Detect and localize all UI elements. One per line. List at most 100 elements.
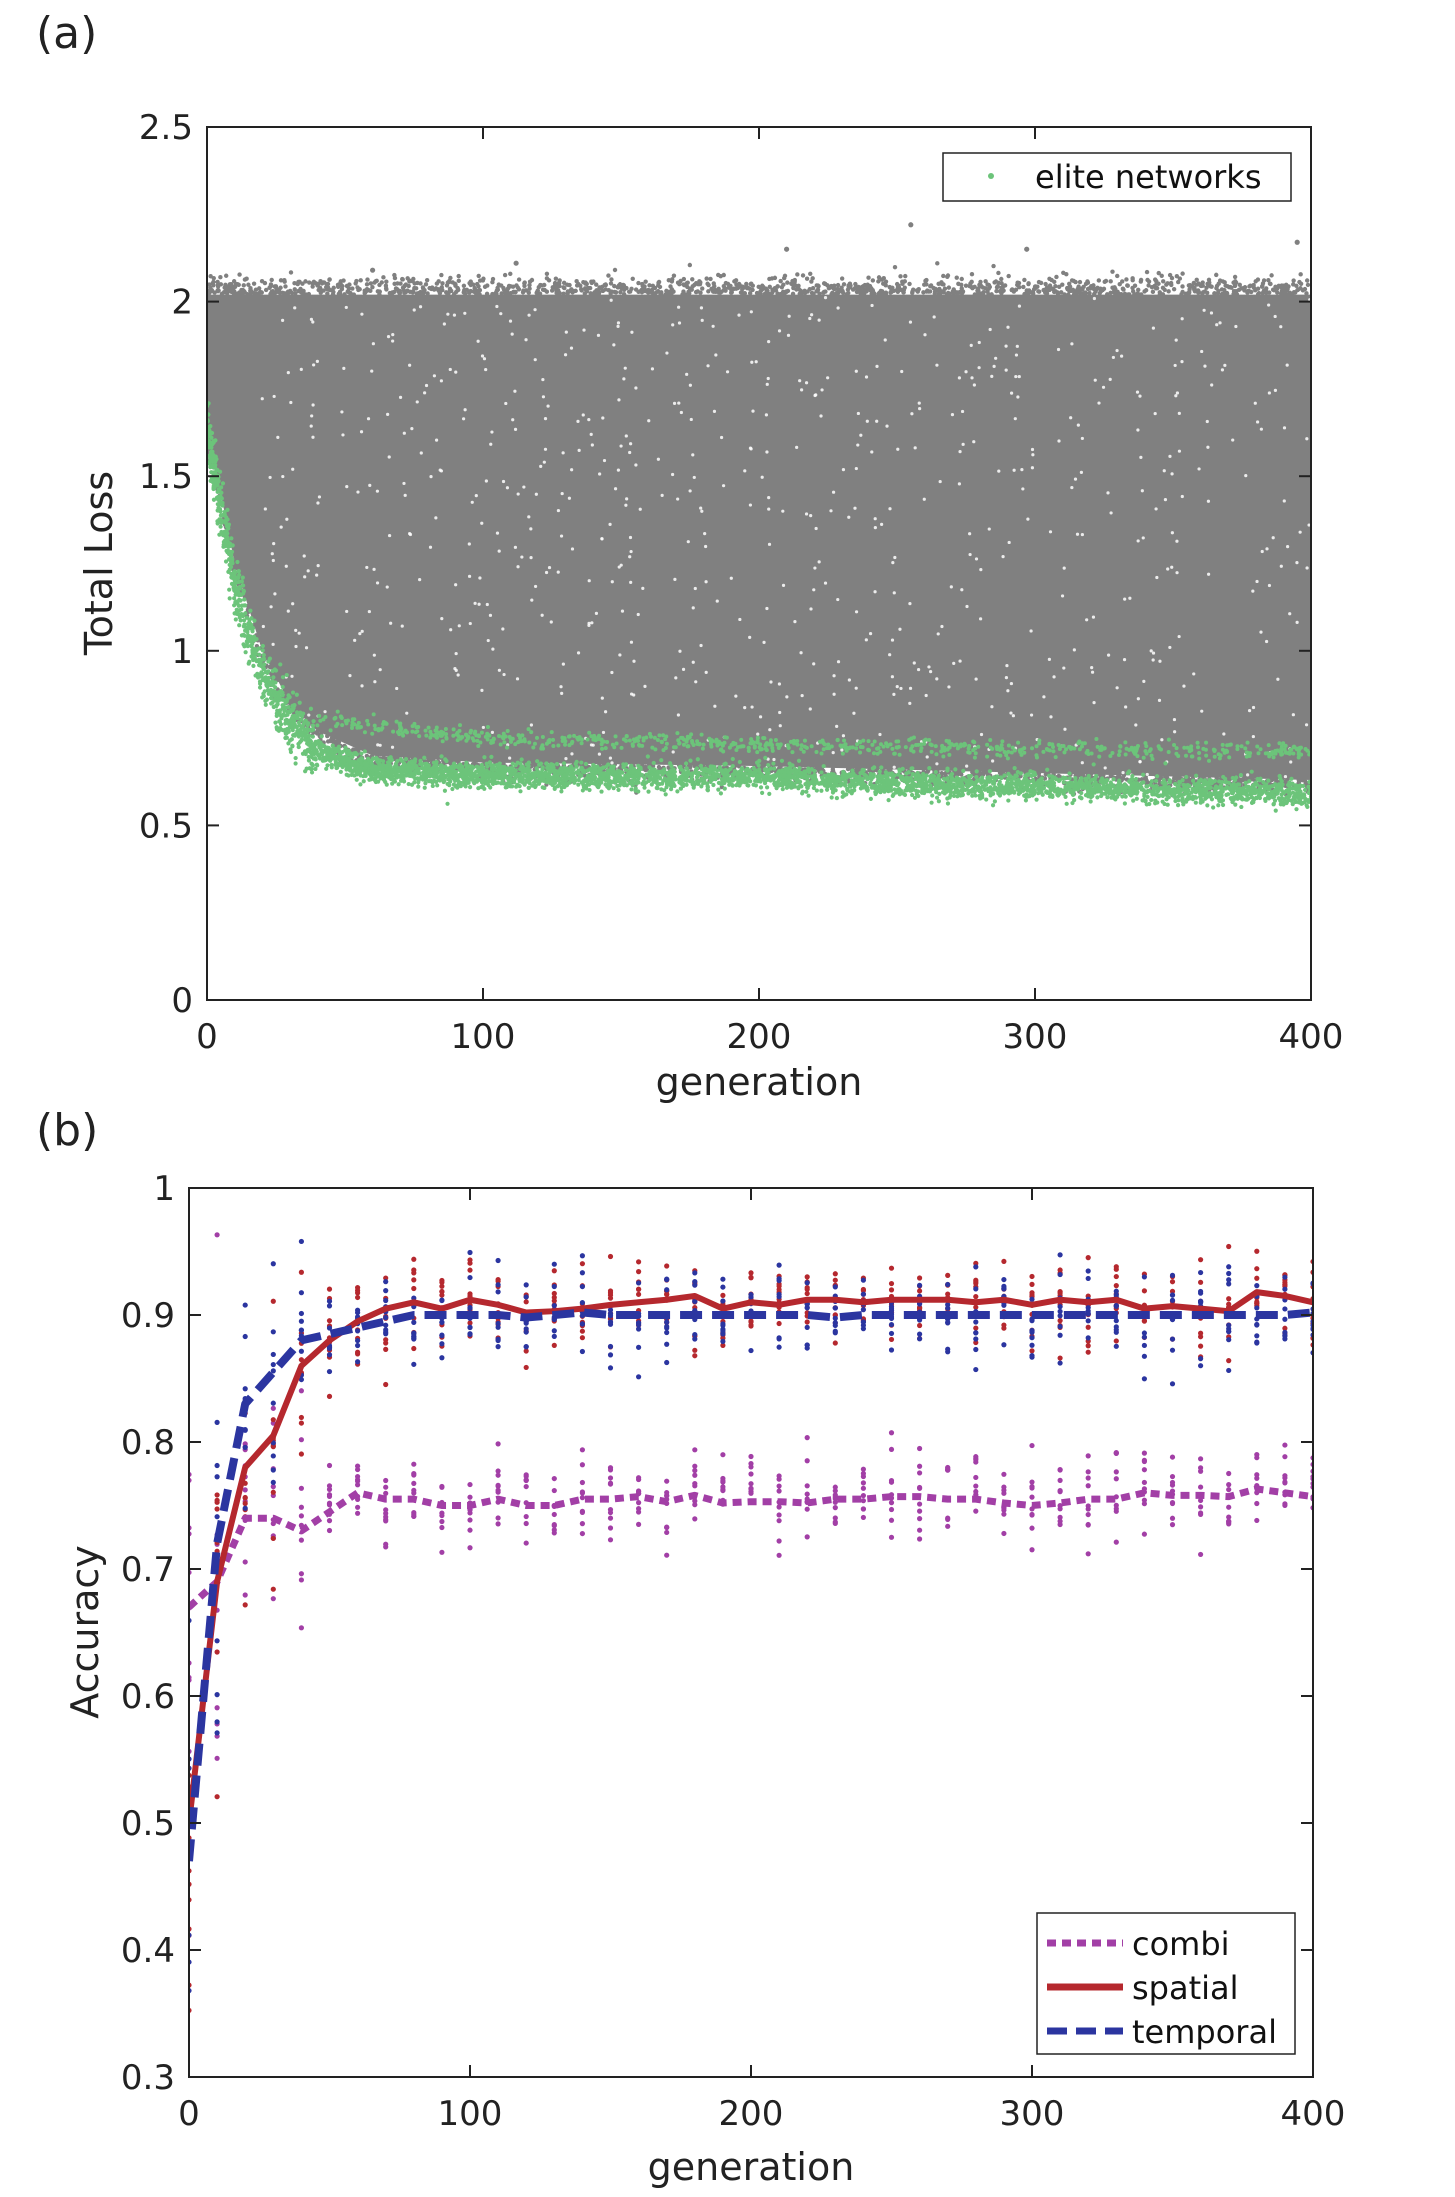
population-point [1047,287,1052,293]
population-point [1096,278,1102,283]
population-point [417,291,422,296]
population-gap [854,369,858,373]
population-point [241,283,246,288]
population-gap [1304,723,1309,727]
population-point [1057,284,1062,289]
population-gap [429,475,433,479]
population-point [687,287,693,293]
population-point [268,282,274,287]
population-point [423,282,429,287]
elite-network-point [1040,792,1045,797]
population-gap [629,549,633,554]
panel-b-letter: (b) [36,1105,98,1156]
population-gap [628,450,632,455]
population-point [685,280,690,285]
population-gap [1042,695,1046,699]
population-gap [786,333,791,337]
population-gap [1279,325,1283,329]
population-gap [1286,545,1290,549]
population-point [411,276,416,282]
population-point [219,291,225,296]
population-point [1031,291,1036,296]
population-gap [289,400,293,405]
population-gap [665,351,669,355]
population-gap [291,602,295,606]
population-point [999,281,1004,286]
elite-network-point [1155,774,1160,779]
population-gap [832,692,836,696]
population-point [1102,279,1107,285]
population-gap [970,376,974,380]
population-gap [477,602,481,606]
population-gap [873,517,877,521]
population-point [1156,270,1161,276]
population-gap [628,555,632,559]
population-point [876,279,881,284]
population-point [464,287,470,293]
population-gap [520,555,524,559]
population-gap [511,418,515,422]
population-gap [972,440,976,444]
population-gap [836,597,840,602]
population-gap [940,624,944,629]
elite-network-point [865,777,870,782]
population-point [269,277,274,283]
population-gap [366,417,371,421]
population-point [426,757,431,763]
population-point [698,290,703,295]
population-gap [1234,324,1238,329]
population-gap [924,693,928,698]
population-gap [908,602,912,606]
population-point [445,280,451,285]
population-gap [624,503,628,507]
population-point [481,276,486,281]
population-gap [428,545,433,549]
population-gap [1175,539,1179,543]
population-point [1234,291,1240,297]
population-gap [692,475,696,480]
population-gap [1138,394,1142,398]
population-gap [891,561,895,565]
population-gap [950,413,955,417]
population-gap [576,419,580,424]
population-point [246,282,251,287]
population-point [1172,775,1178,781]
population-point [1026,288,1032,293]
population-point [476,273,481,279]
population-point [975,286,981,291]
population-gap [1206,499,1211,503]
population-gap [892,765,896,769]
population-gap [1106,491,1110,495]
population-point [315,283,320,288]
population-gap [880,522,884,526]
population-point [870,278,876,283]
population-gap [632,659,636,663]
population-gap [468,621,472,626]
population-point [779,292,784,297]
population-point [1079,286,1085,291]
population-gap [719,435,724,440]
population-gap [1305,437,1309,441]
population-gap [1155,575,1159,580]
population-gap [449,628,453,632]
population-gap [835,724,839,728]
population-gap [316,564,320,568]
population-gap [499,312,503,316]
population-gap [1246,773,1250,777]
population-gap [543,447,548,451]
population-gap [617,398,621,402]
population-gap [371,342,375,346]
population-gap [1006,689,1010,693]
population-point [362,290,368,295]
elite-network-point [879,765,884,770]
population-point [1304,278,1310,283]
population-gap [543,417,548,421]
population-gap [704,580,708,584]
population-point [809,290,815,296]
population-point [861,283,866,289]
elite-network-point [688,758,693,763]
population-point [738,290,744,295]
population-gap [560,491,564,496]
population-gap [1282,426,1287,430]
population-gap [1136,428,1140,432]
